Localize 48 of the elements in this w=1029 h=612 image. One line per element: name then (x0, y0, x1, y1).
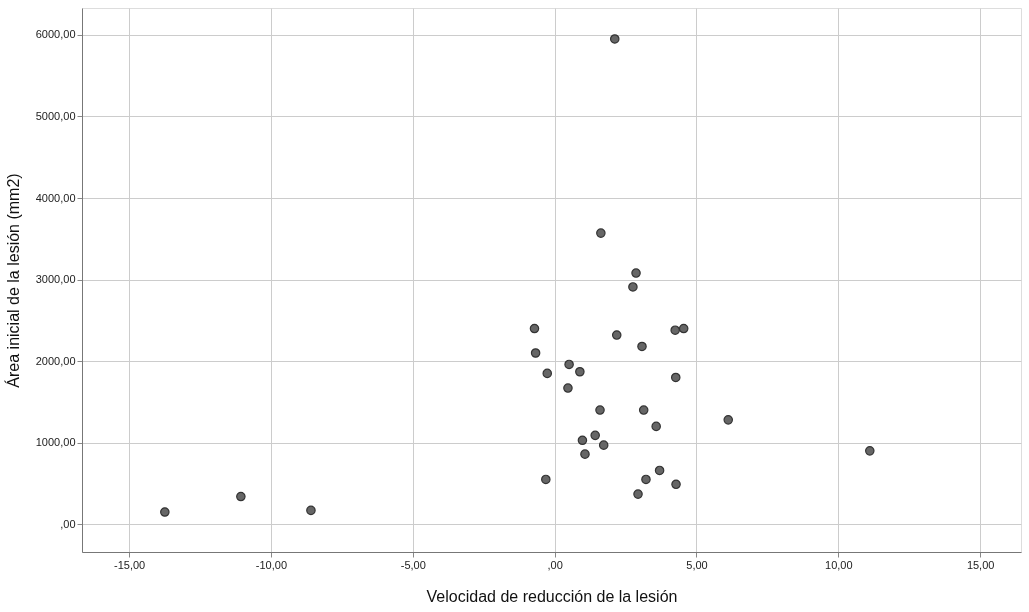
point (723, 415, 734, 425)
x-tick-label: -10,00 (255, 558, 288, 571)
point (628, 282, 638, 292)
point (865, 446, 875, 456)
x-tick-label: -5,00 (400, 558, 426, 571)
point (541, 474, 551, 485)
point (637, 341, 647, 352)
point (590, 430, 600, 441)
point (530, 348, 541, 358)
y-tick-label: 1000,00 (35, 436, 76, 449)
y-tick-label: 6000,00 (35, 28, 76, 41)
point (577, 435, 588, 446)
x-tick-label: 15,00 (966, 558, 995, 571)
point (306, 505, 316, 516)
y-tick-label: 3000,00 (35, 273, 76, 286)
point (671, 479, 681, 490)
point (609, 34, 620, 44)
point (595, 405, 605, 415)
y-tick-label: 5000,00 (35, 109, 76, 122)
point (564, 359, 574, 370)
point (641, 474, 651, 485)
point (236, 491, 246, 502)
y-tick-label: 2000,00 (35, 354, 76, 367)
point (651, 421, 661, 432)
point (631, 268, 641, 278)
point (611, 330, 622, 340)
point (654, 465, 665, 476)
point (563, 383, 573, 393)
point (633, 489, 643, 499)
x-tick-label: 10,00 (825, 558, 853, 571)
x-axis-title: Velocidad de reducción de la lesión (426, 587, 678, 605)
point (160, 507, 170, 517)
point (529, 323, 540, 334)
point (638, 405, 649, 415)
point (598, 440, 609, 450)
y-axis-title: Área inicial de la lesión (mm2) (3, 173, 22, 388)
x-tick-label: ,00 (547, 558, 563, 571)
y-tick-label: ,00 (60, 517, 76, 530)
x-tick-label: -15,00 (113, 558, 146, 571)
point (542, 368, 553, 379)
x-tick-label: 5,00 (686, 558, 708, 571)
point (670, 325, 680, 335)
point (575, 366, 585, 377)
point (580, 449, 590, 459)
y-tick-label: 4000,00 (35, 191, 76, 204)
point (678, 323, 689, 334)
point (670, 372, 681, 383)
point (596, 228, 606, 238)
